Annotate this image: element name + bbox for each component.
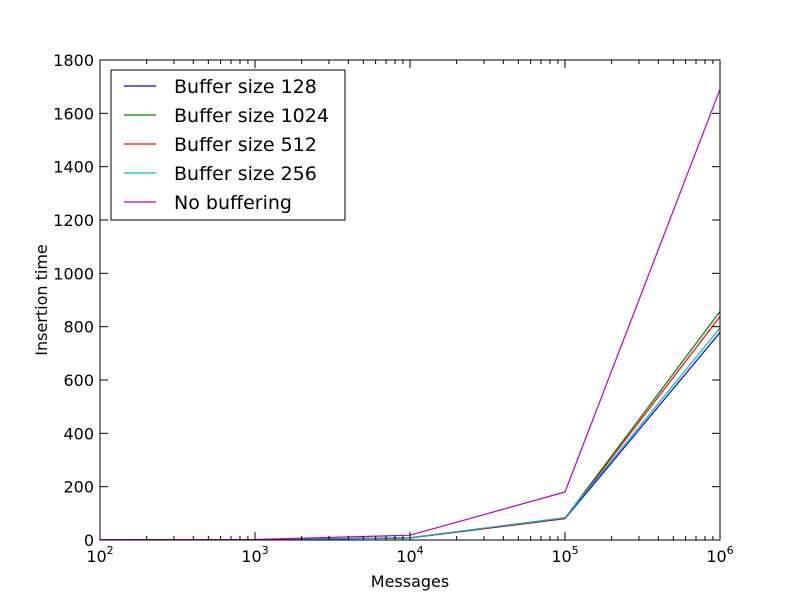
x-tick-label: 105 (551, 544, 578, 566)
y-tick-label: 200 (63, 478, 94, 497)
x-tick-label: 103 (241, 544, 268, 566)
legend-entry: Buffer size 1024 (174, 105, 329, 127)
x-axis: 102 103 104 105 106 (86, 60, 734, 566)
y-tick-label: 1200 (53, 211, 94, 230)
x-tick-label: 106 (706, 544, 733, 566)
y-tick-label: 800 (63, 318, 94, 337)
y-tick-label: 1800 (53, 51, 94, 70)
x-axis-label: Messages (371, 572, 449, 591)
y-tick-label: 600 (63, 371, 94, 390)
y-tick-label: 1600 (53, 104, 94, 123)
y-tick-label: 0 (84, 531, 94, 550)
y-axis-label: Insertion time (32, 244, 51, 356)
legend-entry: Buffer size 256 (174, 163, 317, 185)
legend: Buffer size 128 Buffer size 1024 Buffer si… (110, 69, 346, 221)
y-tick-label: 1000 (53, 264, 94, 283)
x-tick-label: 102 (86, 544, 113, 566)
legend-entry: No buffering (174, 192, 292, 214)
x-tick-label: 104 (396, 544, 423, 566)
y-tick-label: 1400 (53, 158, 94, 177)
legend-entry: Buffer size 128 (174, 76, 317, 98)
legend-entry: Buffer size 512 (174, 134, 317, 156)
y-axis: 0 200 400 600 800 1000 1200 1400 1600 1800 (53, 51, 720, 550)
legend-box (110, 69, 346, 221)
y-tick-label: 400 (63, 424, 94, 443)
